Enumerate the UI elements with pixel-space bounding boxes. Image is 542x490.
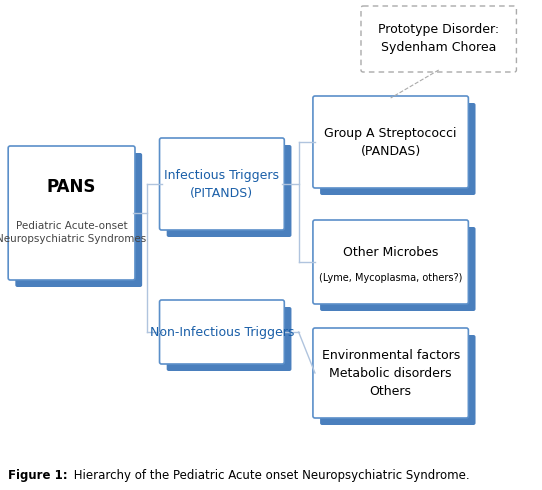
- Text: Pediatric Acute-onset
Neuropsychiatric Syndromes: Pediatric Acute-onset Neuropsychiatric S…: [0, 221, 147, 244]
- FancyBboxPatch shape: [361, 6, 517, 72]
- Text: Figure 1:: Figure 1:: [8, 469, 68, 482]
- FancyBboxPatch shape: [167, 307, 292, 371]
- FancyBboxPatch shape: [313, 328, 468, 418]
- Text: Environmental factors
Metabolic disorders
Others: Environmental factors Metabolic disorder…: [321, 348, 460, 397]
- FancyBboxPatch shape: [159, 300, 285, 364]
- FancyBboxPatch shape: [320, 227, 475, 311]
- FancyBboxPatch shape: [320, 103, 475, 195]
- Text: PANS: PANS: [47, 178, 96, 196]
- Text: Infectious Triggers
(PITANDS): Infectious Triggers (PITANDS): [164, 169, 280, 199]
- Text: Prototype Disorder:
Sydenham Chorea: Prototype Disorder: Sydenham Chorea: [378, 24, 499, 54]
- Text: Non-Infectious Triggers: Non-Infectious Triggers: [150, 325, 294, 339]
- FancyBboxPatch shape: [313, 220, 468, 304]
- FancyBboxPatch shape: [313, 96, 468, 188]
- Text: Other Microbes: Other Microbes: [343, 246, 438, 259]
- FancyBboxPatch shape: [159, 138, 285, 230]
- Text: (Lyme, Mycoplasma, others?): (Lyme, Mycoplasma, others?): [319, 273, 462, 283]
- FancyBboxPatch shape: [8, 146, 135, 280]
- FancyBboxPatch shape: [15, 153, 142, 287]
- Text: Hierarchy of the Pediatric Acute onset Neuropsychiatric Syndrome.: Hierarchy of the Pediatric Acute onset N…: [69, 469, 469, 482]
- FancyBboxPatch shape: [167, 145, 292, 237]
- Text: Group A Streptococci
(PANDAS): Group A Streptococci (PANDAS): [325, 126, 457, 157]
- FancyBboxPatch shape: [320, 335, 475, 425]
